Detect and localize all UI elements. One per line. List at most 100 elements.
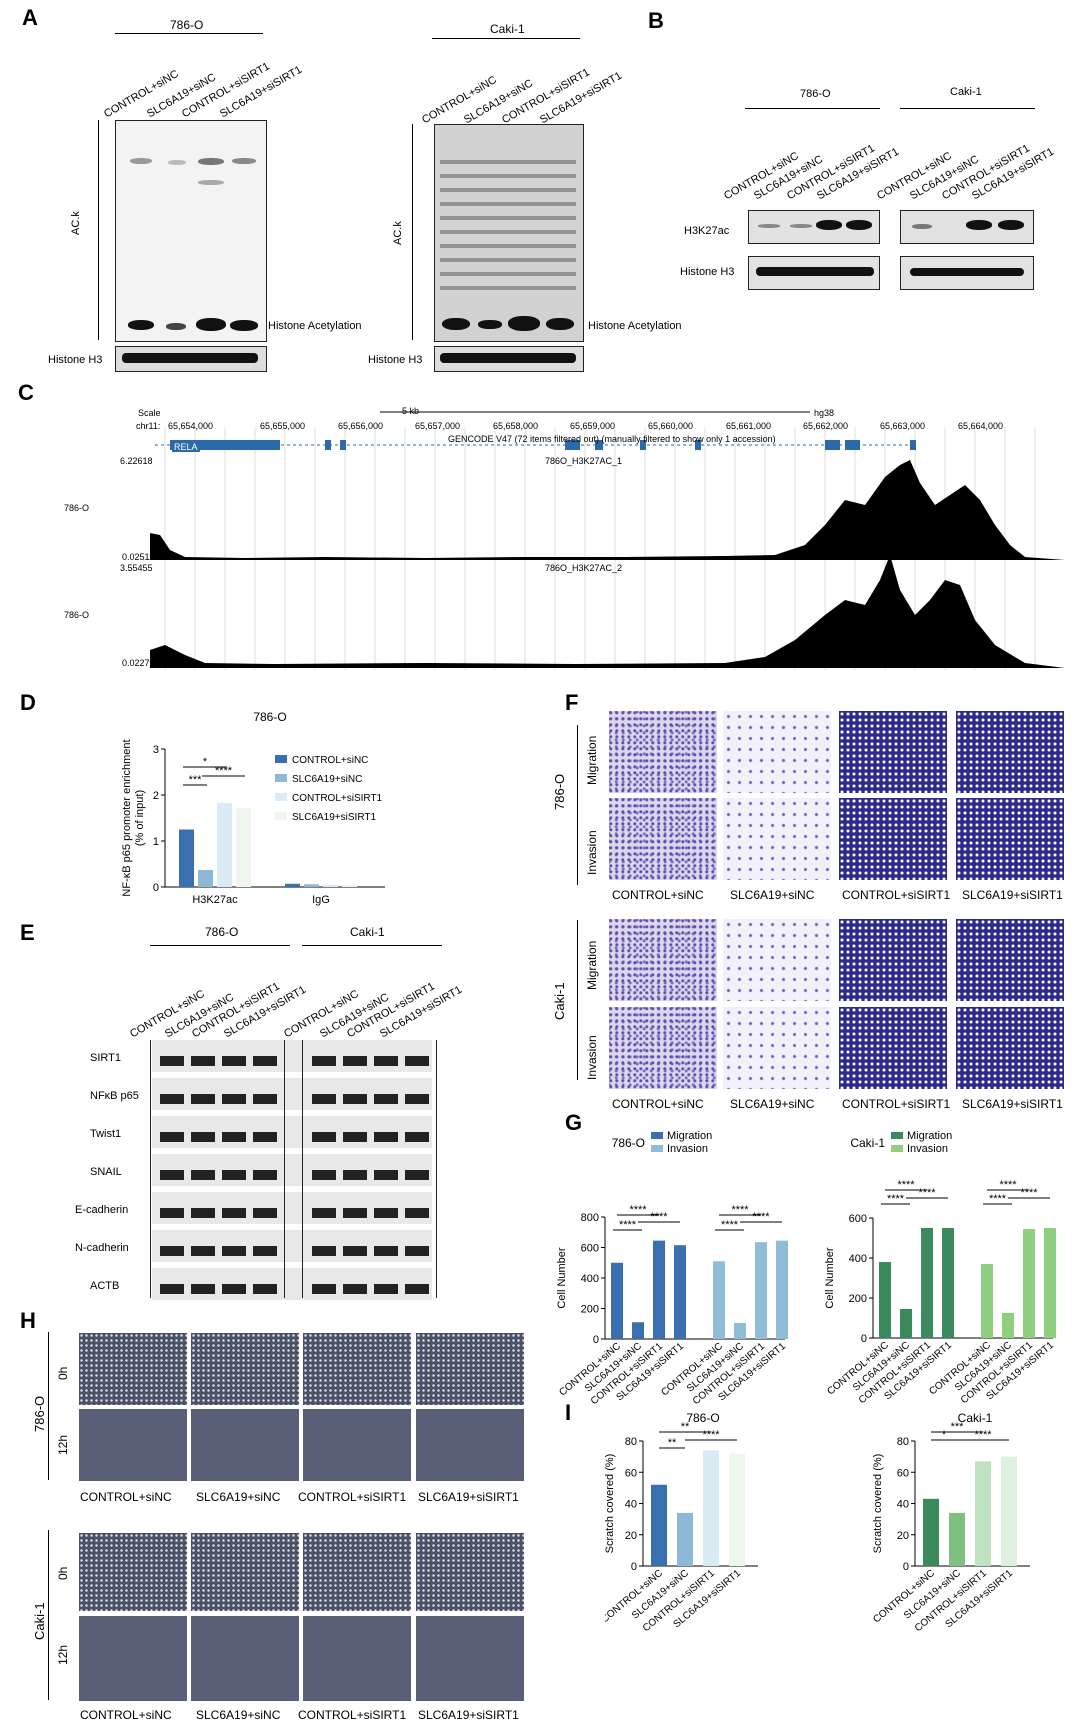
h-divider-786 xyxy=(48,1332,49,1480)
significance-label: ** xyxy=(681,1421,690,1433)
legend-label: Migration xyxy=(907,1130,952,1142)
bar xyxy=(611,1262,623,1339)
b-cell-caki: Caki-1 xyxy=(950,86,982,98)
c-track1-name: 786O_H3K27AC_1 xyxy=(545,456,623,466)
y-axis-label-line: (% of input) xyxy=(134,790,146,846)
c-genome: hg38 xyxy=(814,408,835,418)
c-tick: 65,662,000 xyxy=(803,421,849,431)
legend-label: SLC6A19+siNC xyxy=(292,774,362,785)
fcaki-row-migration: Migration xyxy=(585,940,599,990)
legend-label: CONTROL+siNC xyxy=(292,755,368,766)
y-axis-label: Cell Number xyxy=(556,1247,568,1308)
f-micrograph xyxy=(838,710,948,794)
fcaki-row-invasion: Invasion xyxy=(585,1035,599,1080)
track1-signal xyxy=(150,460,1065,560)
a786-band xyxy=(128,320,154,330)
h-scratch-image xyxy=(78,1532,188,1612)
y-axis-label: NF-κB p65 promoter enrichment(% of input… xyxy=(121,739,146,896)
a786-ylabel: AC.k xyxy=(70,211,82,235)
c-gene-label: RELA xyxy=(172,442,200,452)
b-band xyxy=(910,268,1024,276)
acaki-band xyxy=(508,316,540,331)
h786-col-2: SLC6A19+siNC xyxy=(196,1490,281,1504)
panel-label-e: E xyxy=(20,920,35,945)
acaki-h3-label: Histone H3 xyxy=(368,354,423,366)
significance-label: * xyxy=(942,1429,947,1441)
h-divider-caki xyxy=(48,1530,49,1700)
y-tick-label: 400 xyxy=(581,1273,599,1285)
c-track1-label: 786-O xyxy=(64,503,90,513)
a786-band xyxy=(198,180,224,185)
genome-browser xyxy=(125,405,1065,670)
panel-label-g: G xyxy=(565,1110,583,1135)
legend-swatch xyxy=(275,812,287,820)
bar xyxy=(1023,1229,1035,1338)
chart-d: 786-O 0 1 2 3 NF-κB p65 promoter enrichment(%… xyxy=(121,710,385,906)
y-axis-label-line: Cell Number xyxy=(556,1247,568,1308)
exon xyxy=(595,440,603,450)
h-scratch-image xyxy=(302,1332,412,1406)
fcaki-col-1: CONTROL+siNC xyxy=(612,1097,704,1111)
a786-band xyxy=(168,160,186,165)
h-scratch-image xyxy=(415,1532,525,1612)
significance-label: **** xyxy=(721,1219,739,1231)
y-tick-label: 20 xyxy=(897,1530,909,1542)
legend-swatch xyxy=(651,1145,663,1152)
e-row-ncad: N-cadherin xyxy=(75,1242,129,1254)
h-scratch-image xyxy=(415,1332,525,1406)
b-band xyxy=(790,224,812,228)
bar xyxy=(342,885,357,887)
c-track2-name: 786O_H3K27AC_2 xyxy=(545,563,623,573)
f-divider-786 xyxy=(577,725,578,885)
bar xyxy=(981,1264,993,1338)
b-band xyxy=(966,220,992,230)
y-axis-label-line: Scratch covered (%) xyxy=(872,1454,884,1554)
significance-label: **** xyxy=(999,1179,1017,1191)
e-row-snail: SNAIL xyxy=(90,1166,122,1178)
bar xyxy=(949,1512,965,1566)
y-axis-label-line: Scratch covered (%) xyxy=(605,1454,616,1554)
f-micrograph xyxy=(608,918,718,1002)
hcaki-time-0h: 0h xyxy=(56,1566,70,1580)
f786-col-2: SLC6A19+siNC xyxy=(730,888,815,902)
bar xyxy=(632,1322,644,1339)
c-tick: 65,657,000 xyxy=(415,421,461,431)
exon xyxy=(565,440,580,450)
panel-label-f: F xyxy=(565,690,579,715)
legend-swatch xyxy=(275,793,287,801)
a786-lane-1: CONTROL+siNC xyxy=(102,67,181,121)
h-cell-786: 786-O xyxy=(32,1395,47,1432)
y-axis-label: Cell Number xyxy=(824,1247,836,1308)
h786-time-0h: 0h xyxy=(56,1366,70,1380)
e-cell-caki: Caki-1 xyxy=(350,925,385,939)
hcaki-col-1: CONTROL+siNC xyxy=(80,1708,172,1722)
legend-swatch xyxy=(651,1132,663,1139)
significance-label: **** xyxy=(650,1211,668,1223)
f-cell-caki: Caki-1 xyxy=(552,982,567,1020)
c-chr: chr11: xyxy=(136,421,161,431)
e-row-twist1: Twist1 xyxy=(90,1128,122,1140)
hcaki-time-12h: 12h xyxy=(56,1644,70,1665)
ecaki-frame xyxy=(302,1040,437,1298)
c-tick: 65,659,000 xyxy=(570,421,616,431)
hcaki-col-4: SLC6A19+siSIRT1 xyxy=(418,1708,519,1722)
y-tick-label: 0 xyxy=(593,1334,599,1346)
h786-time-12h: 12h xyxy=(56,1434,70,1455)
y-tick-label: 3 xyxy=(153,744,159,756)
exon xyxy=(640,440,646,450)
acaki-band xyxy=(442,318,470,330)
h-cell-caki: Caki-1 xyxy=(32,1602,47,1640)
f786-row-migration: Migration xyxy=(585,735,599,785)
h-scratch-image xyxy=(302,1615,412,1702)
significance-label: **** xyxy=(702,1429,720,1441)
f-micrograph xyxy=(722,797,832,881)
c-track2-label: 786-O xyxy=(64,610,90,620)
f-micrograph xyxy=(608,797,718,881)
bar xyxy=(674,1245,686,1339)
h-scratch-image xyxy=(78,1615,188,1702)
a786-acet-label: Histone Acetylation xyxy=(268,320,362,332)
legend-swatch xyxy=(275,774,287,782)
